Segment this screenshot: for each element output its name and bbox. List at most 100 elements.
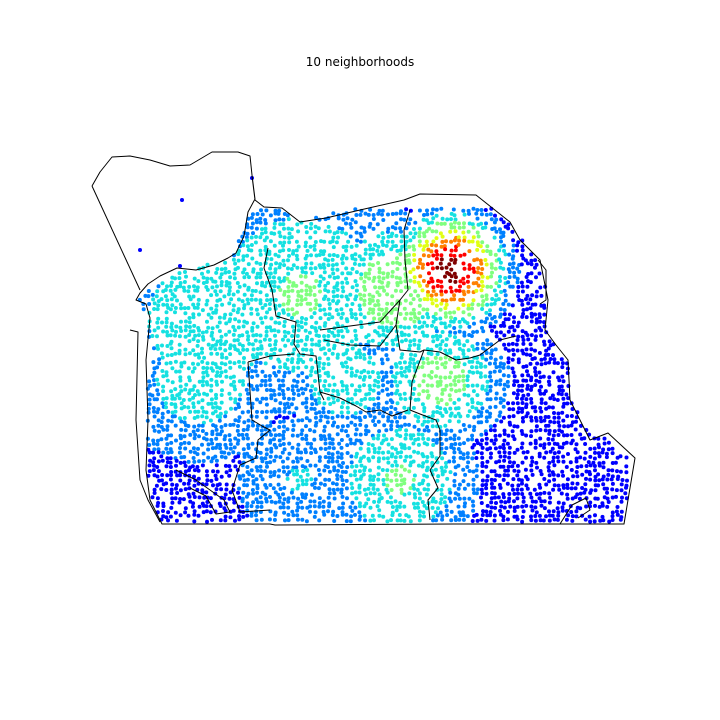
density-point	[453, 217, 458, 222]
density-point	[228, 423, 233, 427]
density-point	[150, 495, 155, 500]
density-point	[332, 465, 337, 470]
density-point	[245, 244, 250, 249]
density-point	[480, 478, 485, 483]
density-point	[204, 280, 209, 284]
boundary-1	[263, 247, 325, 401]
density-point	[200, 429, 205, 433]
density-point	[529, 518, 534, 523]
density-point	[408, 270, 413, 275]
density-point	[412, 252, 417, 257]
density-point	[565, 433, 570, 438]
density-point	[512, 437, 517, 442]
density-point	[268, 271, 273, 276]
density-point	[377, 508, 382, 513]
density-point	[295, 265, 300, 270]
density-point	[282, 292, 287, 297]
density-point	[172, 396, 177, 401]
density-point	[201, 451, 206, 456]
density-point	[425, 283, 430, 288]
density-point	[187, 478, 192, 483]
density-point	[389, 478, 394, 483]
density-point	[538, 443, 543, 448]
density-point	[231, 508, 236, 513]
density-point	[444, 402, 449, 407]
density-point	[285, 427, 290, 432]
density-point	[399, 487, 404, 492]
density-point	[408, 361, 413, 365]
density-point	[501, 398, 506, 403]
density-point	[434, 256, 439, 261]
density-point	[552, 411, 556, 415]
density-point	[138, 248, 142, 252]
density-point	[168, 333, 173, 338]
density-point	[515, 517, 520, 522]
density-point	[245, 436, 250, 441]
density-point	[323, 447, 328, 451]
density-point	[412, 486, 417, 491]
density-point	[281, 433, 286, 438]
density-point	[377, 411, 382, 416]
density-point	[308, 307, 313, 312]
density-point	[182, 360, 187, 365]
density-point	[389, 518, 393, 523]
density-point	[501, 230, 506, 235]
density-point	[219, 342, 223, 347]
density-point	[470, 437, 475, 442]
density-point	[488, 513, 493, 518]
density-point	[287, 396, 291, 401]
density-point	[526, 272, 531, 276]
density-point	[317, 455, 322, 460]
density-point	[502, 308, 507, 312]
density-point	[264, 447, 269, 452]
density-point	[610, 468, 615, 473]
density-point	[321, 262, 326, 267]
density-point	[170, 496, 175, 501]
density-point	[217, 320, 222, 325]
density-point	[299, 298, 304, 303]
density-point	[533, 405, 537, 410]
density-point	[438, 307, 443, 312]
density-point	[247, 275, 251, 280]
density-point	[588, 463, 593, 468]
density-point	[313, 230, 318, 235]
density-point	[160, 343, 164, 348]
density-point	[197, 328, 201, 333]
density-point	[169, 487, 174, 492]
density-point	[359, 463, 364, 468]
density-point	[245, 231, 250, 236]
density-point	[528, 353, 533, 358]
density-point	[249, 311, 254, 316]
density-point	[237, 405, 241, 409]
density-point	[398, 312, 403, 316]
density-point	[409, 311, 414, 316]
density-point	[528, 306, 533, 311]
density-point	[550, 446, 555, 451]
density-point	[317, 518, 322, 523]
density-point	[366, 442, 371, 446]
density-point	[156, 303, 161, 308]
density-point	[434, 326, 438, 330]
density-point	[326, 509, 330, 514]
density-point	[425, 383, 430, 388]
density-point	[174, 458, 179, 463]
density-point	[251, 333, 256, 338]
density-point	[204, 504, 209, 509]
density-point	[425, 208, 429, 213]
density-point	[466, 348, 471, 353]
density-point	[345, 297, 350, 302]
density-point	[286, 285, 291, 289]
density-point	[277, 438, 282, 443]
density-point	[229, 406, 233, 411]
density-point	[197, 312, 201, 317]
density-point	[354, 496, 359, 501]
density-point	[466, 460, 471, 465]
density-point	[316, 468, 321, 472]
density-point	[429, 293, 434, 298]
density-point	[318, 289, 322, 294]
density-point	[575, 481, 580, 486]
density-point	[452, 479, 457, 483]
density-point	[566, 424, 571, 429]
density-point	[308, 288, 313, 293]
density-point	[330, 513, 335, 518]
